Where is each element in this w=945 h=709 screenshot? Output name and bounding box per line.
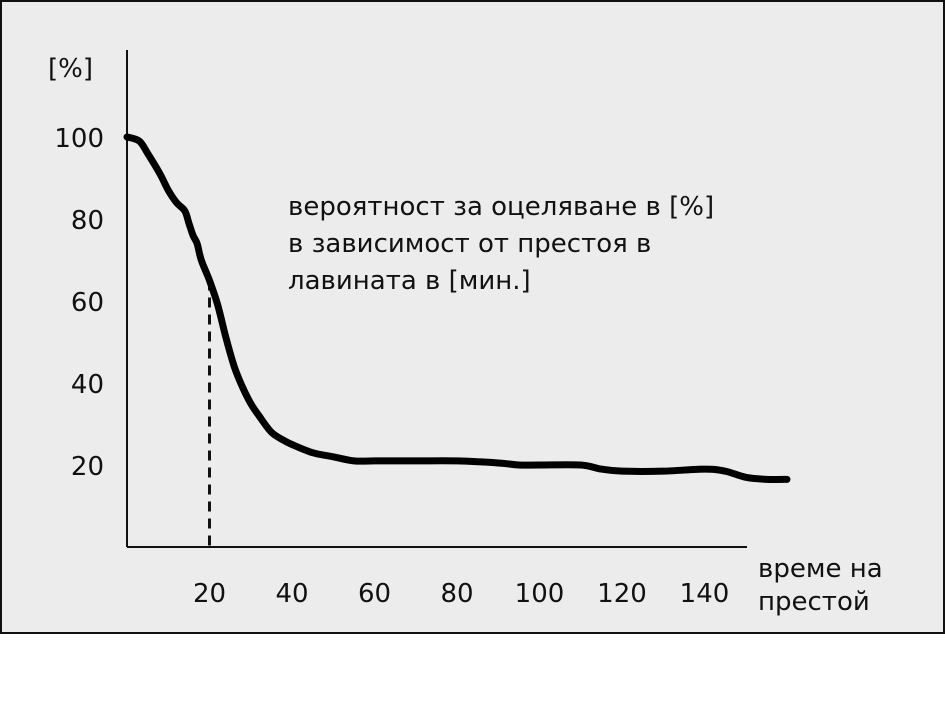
- chart-frame: [%] 100 80 60 40 20 20 40 60 80 100 120 140 време …: [0, 0, 945, 634]
- y-tick-label: 80: [71, 206, 104, 236]
- x-tick-label: 80: [440, 579, 473, 609]
- axes: [126, 50, 747, 548]
- y-tick-label: 100: [54, 124, 104, 154]
- annotation-line: вероятност за оцеляване в [%]: [288, 192, 714, 222]
- x-tick-label: 40: [275, 579, 308, 609]
- y-tick-labels: 100 80 60 40 20: [54, 124, 104, 482]
- annotation-line: лавината в [мин.]: [288, 266, 531, 296]
- x-tick-label: 120: [597, 579, 647, 609]
- y-tick-label: 60: [71, 288, 104, 318]
- x-tick-labels: 20 40 60 80 100 120 140: [193, 579, 729, 609]
- y-axis-label: [%]: [48, 54, 93, 84]
- x-tick-label: 20: [193, 579, 226, 609]
- x-axis-label-line: престой: [758, 587, 870, 617]
- y-tick-label: 20: [71, 452, 104, 482]
- x-axis-label-line: време на: [758, 554, 883, 584]
- x-tick-label: 60: [358, 579, 391, 609]
- x-tick-label: 100: [515, 579, 565, 609]
- y-tick-label: 40: [71, 370, 104, 400]
- x-tick-label: 140: [680, 579, 730, 609]
- survival-curve: [123, 133, 791, 484]
- survival-chart: [%] 100 80 60 40 20 20 40 60 80 100 120 140 време …: [48, 50, 883, 617]
- annotation-line: в зависимост от престоя в: [288, 229, 651, 259]
